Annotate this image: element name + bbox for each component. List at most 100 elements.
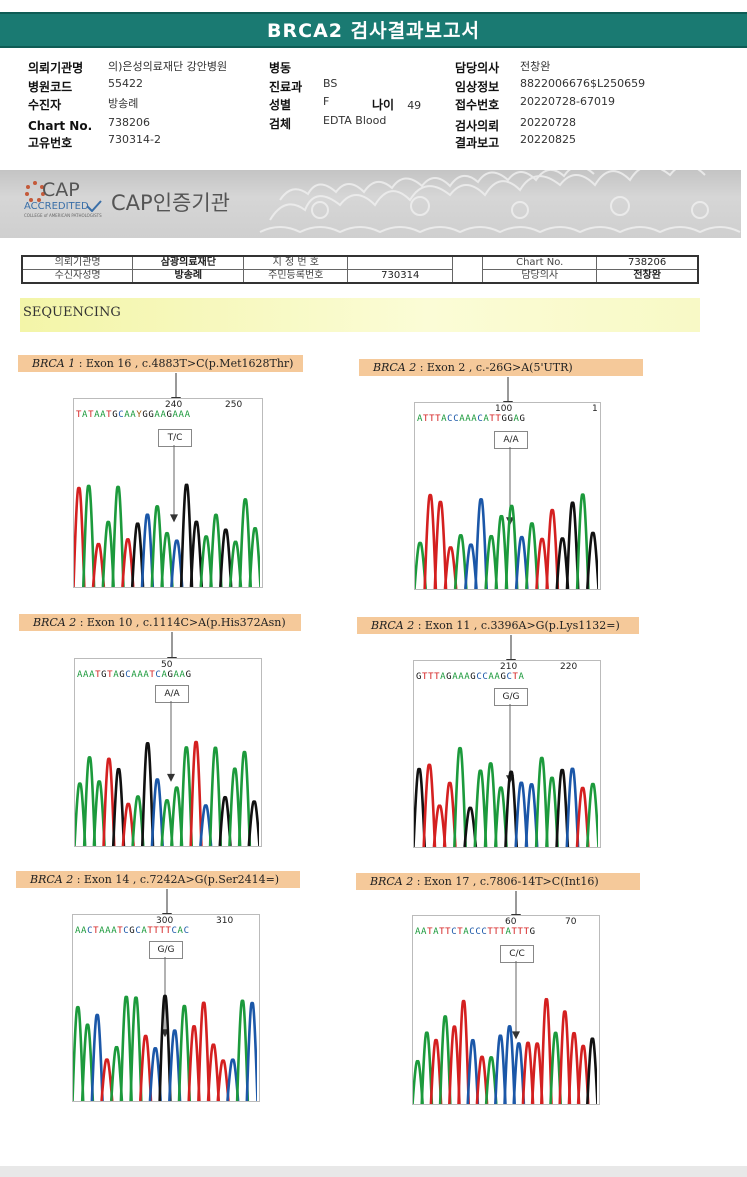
trace-peak xyxy=(73,1006,85,1101)
id-value xyxy=(347,255,454,270)
trace-peak xyxy=(100,1058,114,1101)
base-letter: G xyxy=(112,410,119,420)
trace-peak xyxy=(514,781,529,847)
trace-peak xyxy=(141,742,155,846)
doctor-value: 전창완 xyxy=(596,269,699,284)
trace-peak xyxy=(565,501,580,589)
base-letter: T xyxy=(107,670,114,680)
base-letter: A xyxy=(513,414,520,424)
base-letter: T xyxy=(487,927,494,937)
base-letter: T xyxy=(106,410,113,420)
base-letter: G xyxy=(529,927,536,937)
variant-label: BRCA 1 : Exon 16 , c.4883T>C(p.Met1628Th… xyxy=(18,355,303,372)
trace-peak xyxy=(187,1025,201,1101)
age-field: 나이 49 xyxy=(372,94,421,113)
header-label: 병원코드 xyxy=(28,80,73,94)
institution-label: 의뢰기관명 xyxy=(21,255,134,270)
base-letter: C xyxy=(482,672,489,682)
trace-peak xyxy=(121,538,135,587)
base-letter: A xyxy=(421,927,428,937)
trace-peak xyxy=(179,483,194,587)
base-sequence: AAATGTAGCAAATCAGAAG xyxy=(77,670,192,680)
variant-description: : Exon 2 , c.-26G>A(5'UTR) xyxy=(416,361,573,374)
trace-peak xyxy=(530,1042,544,1104)
trace-peak xyxy=(131,795,145,846)
base-letter: T xyxy=(147,926,154,936)
base-letter: G xyxy=(142,410,149,420)
variant-label: BRCA 2 : Exon 11 , c.3396A>G(p.Lys1132=) xyxy=(357,617,639,634)
trace-peak xyxy=(415,541,427,589)
doctor-label: 담당의사 xyxy=(482,269,598,284)
trace-peak xyxy=(189,740,203,846)
base-letter: A xyxy=(113,670,120,680)
trace-peak xyxy=(453,746,467,847)
base-letter: A xyxy=(177,926,184,936)
trace-peak xyxy=(494,515,509,589)
pointer-arrowhead xyxy=(170,514,178,523)
position-number: 220 xyxy=(560,662,578,672)
header-label: 병동 xyxy=(269,61,292,75)
base-letter: A xyxy=(100,410,107,420)
base-letter: T xyxy=(517,927,524,937)
base-letter: A xyxy=(494,672,501,682)
base-letter: A xyxy=(131,670,138,680)
header-label: 성별 xyxy=(269,98,292,112)
base-sequence: AATATTCTACCCTTTATTTG xyxy=(415,927,536,937)
bottom-strip xyxy=(0,1166,747,1177)
base-letter: A xyxy=(160,410,167,420)
header-label: 수진자 xyxy=(28,98,62,112)
chromatogram-trace xyxy=(74,445,260,587)
trace-peak xyxy=(514,535,529,589)
base-letter: T xyxy=(435,414,442,424)
header-row: 접수번호 20220728-67019 xyxy=(455,94,615,113)
position-number: 300 xyxy=(156,916,174,926)
base-letter: T xyxy=(439,927,446,937)
base-letter: G xyxy=(129,926,136,936)
base-letter: A xyxy=(178,410,185,420)
trace-peak xyxy=(170,539,184,587)
chromatogram-panel: 60 70 AATATTCTACCCTTTATTTG C/C xyxy=(412,915,600,1105)
trace-peak xyxy=(245,1001,257,1101)
trace-peak xyxy=(111,768,126,846)
trace-peak xyxy=(493,786,508,847)
header-row: 담당의사 전창완 xyxy=(455,57,550,76)
base-letter: C xyxy=(475,927,482,937)
position-number: 100 xyxy=(495,404,513,414)
trace-peak xyxy=(443,546,458,589)
trace-peak xyxy=(567,1032,581,1104)
id-label: 지 정 번 호 xyxy=(243,255,349,270)
trace-peak xyxy=(247,800,259,846)
header-label: 진료과 xyxy=(269,80,303,94)
trace-peak xyxy=(473,769,488,847)
genotype-label: A/A xyxy=(155,685,189,703)
header-label: 검사의뢰 xyxy=(455,119,500,133)
trace-peak xyxy=(160,799,174,846)
base-letter: T xyxy=(523,927,530,937)
base-letter: T xyxy=(159,926,166,936)
base-letter: C xyxy=(87,926,94,936)
base-letter: T xyxy=(429,414,436,424)
check-icon xyxy=(86,200,102,212)
base-letter: A xyxy=(179,670,186,680)
trace-peak xyxy=(139,1034,153,1101)
sequencing-label: SEQUENCING xyxy=(23,305,121,320)
trace-peak xyxy=(150,778,164,846)
variant-description: : Exon 16 , c.4883T>C(p.Met1628Thr) xyxy=(75,357,294,370)
trace-peak xyxy=(160,531,174,587)
chromatogram-panel: 300 310 AACTAAATCGCATTTTCAC G/G xyxy=(72,914,260,1102)
header-label: 결과보고 xyxy=(455,136,500,150)
header-label: 고유번호 xyxy=(28,136,73,150)
variant-label: BRCA 2 : Exon 17 , c.7806-14T>C(Int16) xyxy=(356,873,640,890)
trace-peak xyxy=(235,999,250,1101)
trace-peak xyxy=(140,513,155,587)
header-value: 의)은성의료재단 강안병원 xyxy=(108,60,228,73)
base-letter: T xyxy=(511,927,518,937)
trace-peak xyxy=(130,522,145,587)
cap-college-text: COLLEGE of AMERICAN PATHOLOGISTS xyxy=(24,213,102,218)
base-letter: A xyxy=(441,414,448,424)
trace-peak xyxy=(91,542,106,587)
base-letter: A xyxy=(141,926,148,936)
table-row: 의뢰기관명 삼광의료재단 지 정 번 호 Chart No. 738206 xyxy=(21,255,699,270)
age-value: 49 xyxy=(407,99,422,112)
trace-peak xyxy=(438,1015,452,1104)
